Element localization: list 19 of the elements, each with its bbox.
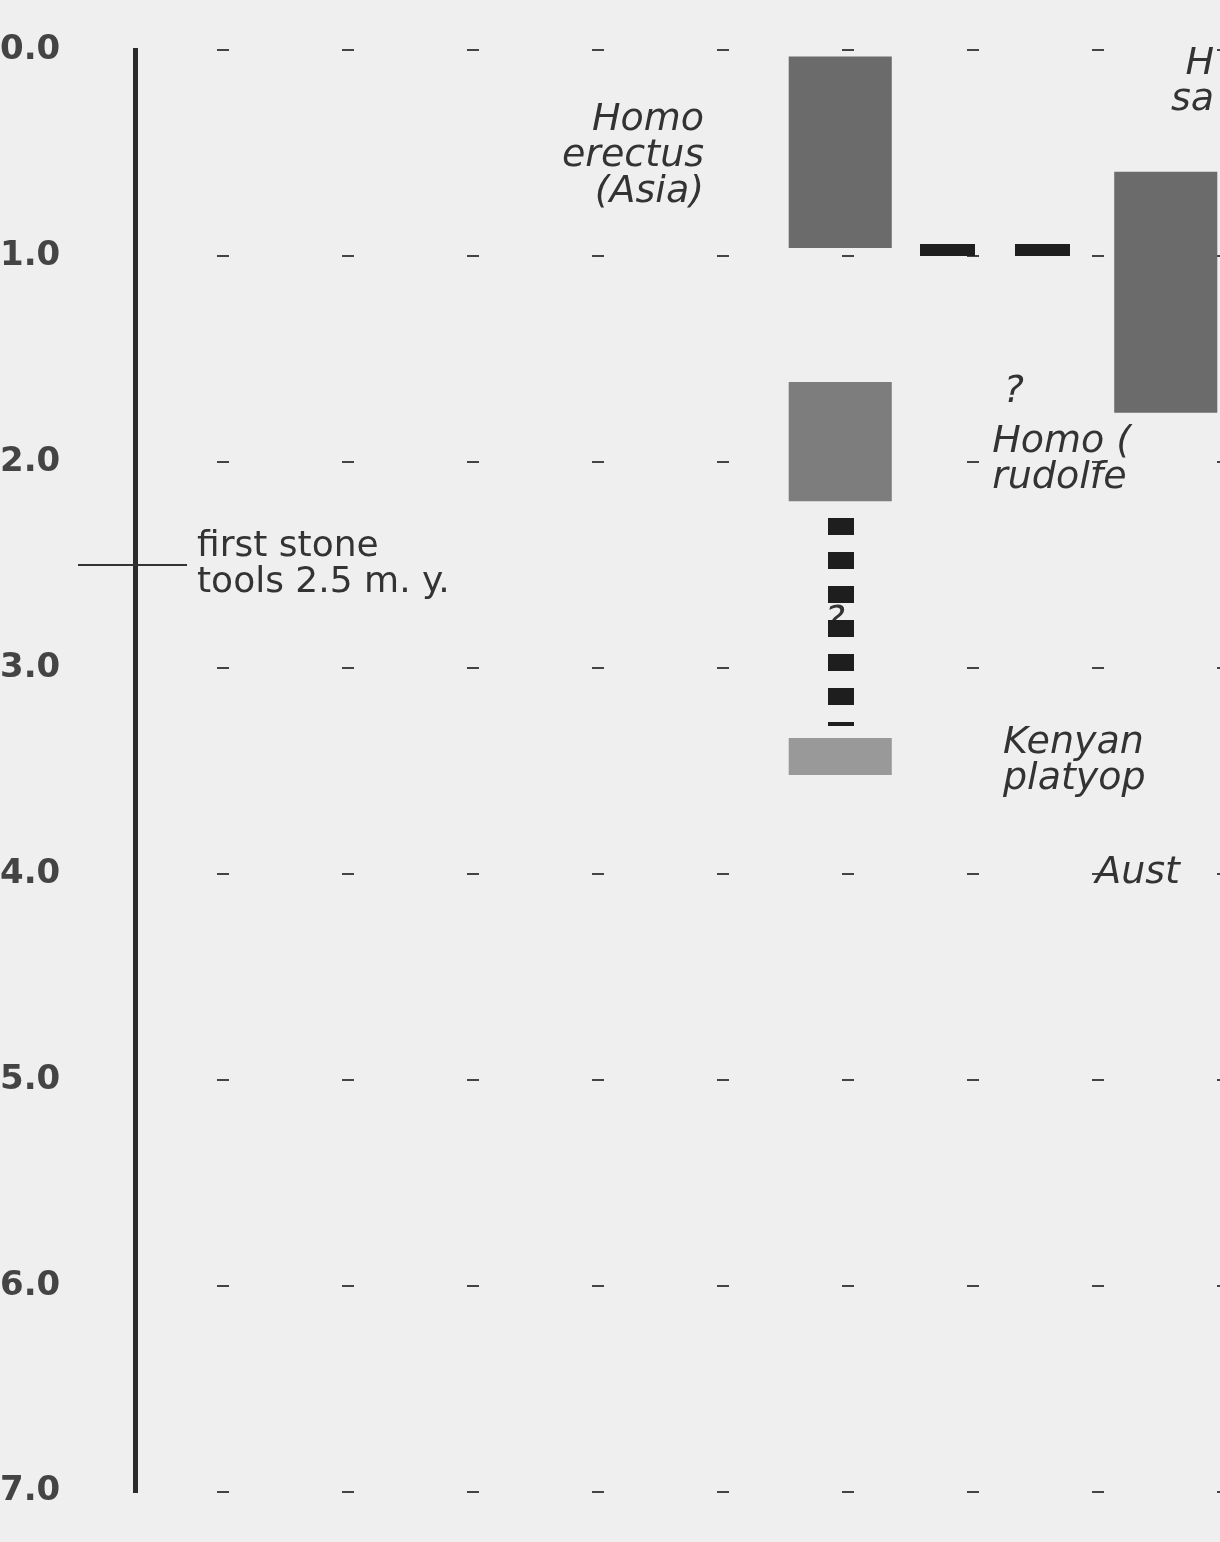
y-tick-label: 0.0	[0, 27, 61, 68]
annotation: ?	[1003, 366, 1024, 411]
bar	[788, 381, 892, 502]
bar	[788, 738, 892, 776]
ref-line-label: first stone tools 2.5 m. y.	[197, 523, 450, 601]
y-tick-label: 3.0	[0, 644, 61, 685]
y-tick-label: 7.0	[0, 1468, 61, 1509]
y-tick-label: 6.0	[0, 1262, 61, 1303]
annotation: H sa	[1170, 38, 1214, 119]
annotation: Homo erectus (Asia)	[561, 95, 705, 212]
y-tick-label: 4.0	[0, 850, 61, 891]
bar	[788, 56, 892, 249]
y-tick-label: 5.0	[0, 1056, 61, 1097]
y-tick-label: 1.0	[0, 233, 61, 274]
y-tick-label: 2.0	[0, 439, 61, 479]
annotation: Kenyan platyop	[1002, 717, 1146, 798]
annotation: Aust	[1092, 848, 1183, 893]
annotation: Homo ( rudolfe	[992, 416, 1134, 497]
bar	[1114, 171, 1218, 413]
